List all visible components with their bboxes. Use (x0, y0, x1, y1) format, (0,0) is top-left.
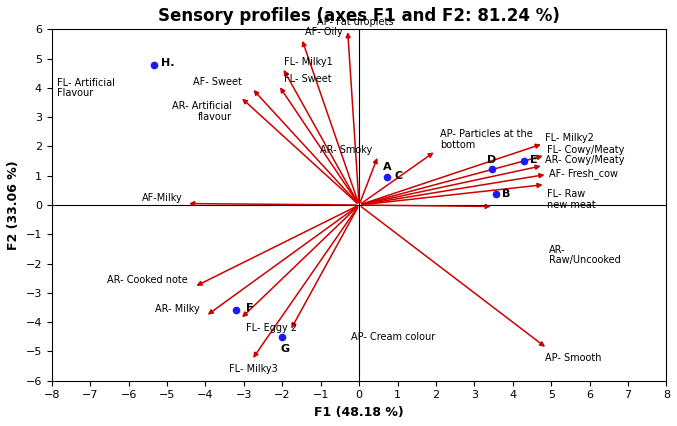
Text: AF- Fresh_cow: AF- Fresh_cow (549, 168, 618, 179)
Text: AP- Particles at the
bottom: AP- Particles at the bottom (440, 130, 533, 150)
Text: AR- Milky: AR- Milky (155, 304, 200, 314)
Text: FL- Milky2: FL- Milky2 (546, 133, 594, 143)
Text: AF- Sweet: AF- Sweet (193, 77, 242, 87)
Text: AR- Cowy/Meaty: AR- Cowy/Meaty (546, 155, 625, 165)
Y-axis label: F2 (33.06 %): F2 (33.06 %) (7, 160, 20, 250)
Text: AP- Smooth: AP- Smooth (546, 353, 602, 363)
Text: H.: H. (161, 58, 175, 68)
Text: AR-
Raw/Uncooked: AR- Raw/Uncooked (549, 245, 621, 265)
Text: B: B (502, 189, 510, 199)
Text: FL- Milky3: FL- Milky3 (229, 364, 278, 374)
Title: Sensory profiles (axes F1 and F2: 81.24 %): Sensory profiles (axes F1 and F2: 81.24 … (158, 7, 560, 25)
Text: AF- Oily: AF- Oily (305, 28, 343, 37)
Text: FL- Artificial
Flavour: FL- Artificial Flavour (58, 78, 115, 98)
Text: AP- Cream colour: AP- Cream colour (351, 331, 436, 342)
Text: FL- Cowy/Meaty: FL- Cowy/Meaty (548, 145, 625, 155)
Text: AF-Milky: AF-Milky (141, 193, 182, 203)
Text: FL- Sweet: FL- Sweet (284, 75, 332, 84)
Text: F: F (246, 303, 253, 313)
Text: AR- Artificial
flavour: AR- Artificial flavour (173, 101, 232, 122)
Text: D: D (487, 155, 496, 164)
Text: C: C (395, 171, 403, 181)
Text: FL- Milky1: FL- Milky1 (284, 57, 333, 67)
X-axis label: F1 (48.18 %): F1 (48.18 %) (314, 406, 404, 419)
Text: AR- Smoky: AR- Smoky (320, 145, 372, 155)
Text: AR- Cooked note: AR- Cooked note (108, 275, 188, 285)
Text: E: E (530, 155, 538, 164)
Text: FL- Raw
new meat: FL- Raw new meat (548, 189, 596, 210)
Text: G: G (281, 344, 290, 354)
Text: FL- Eggy 2: FL- Eggy 2 (246, 323, 297, 333)
Text: A: A (383, 162, 391, 172)
Text: AP- Fat droplets: AP- Fat droplets (317, 17, 393, 27)
